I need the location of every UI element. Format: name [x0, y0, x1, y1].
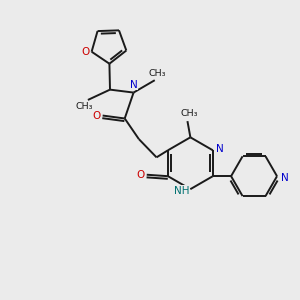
- Text: O: O: [81, 47, 89, 57]
- Text: N: N: [130, 80, 137, 90]
- Text: CH₃: CH₃: [149, 69, 166, 78]
- Text: N: N: [281, 173, 289, 183]
- Text: N: N: [216, 144, 224, 154]
- Text: O: O: [93, 110, 101, 121]
- Text: NH: NH: [174, 186, 189, 196]
- Text: O: O: [136, 170, 144, 180]
- Text: CH₃: CH₃: [76, 102, 93, 111]
- Text: CH₃: CH₃: [180, 109, 198, 118]
